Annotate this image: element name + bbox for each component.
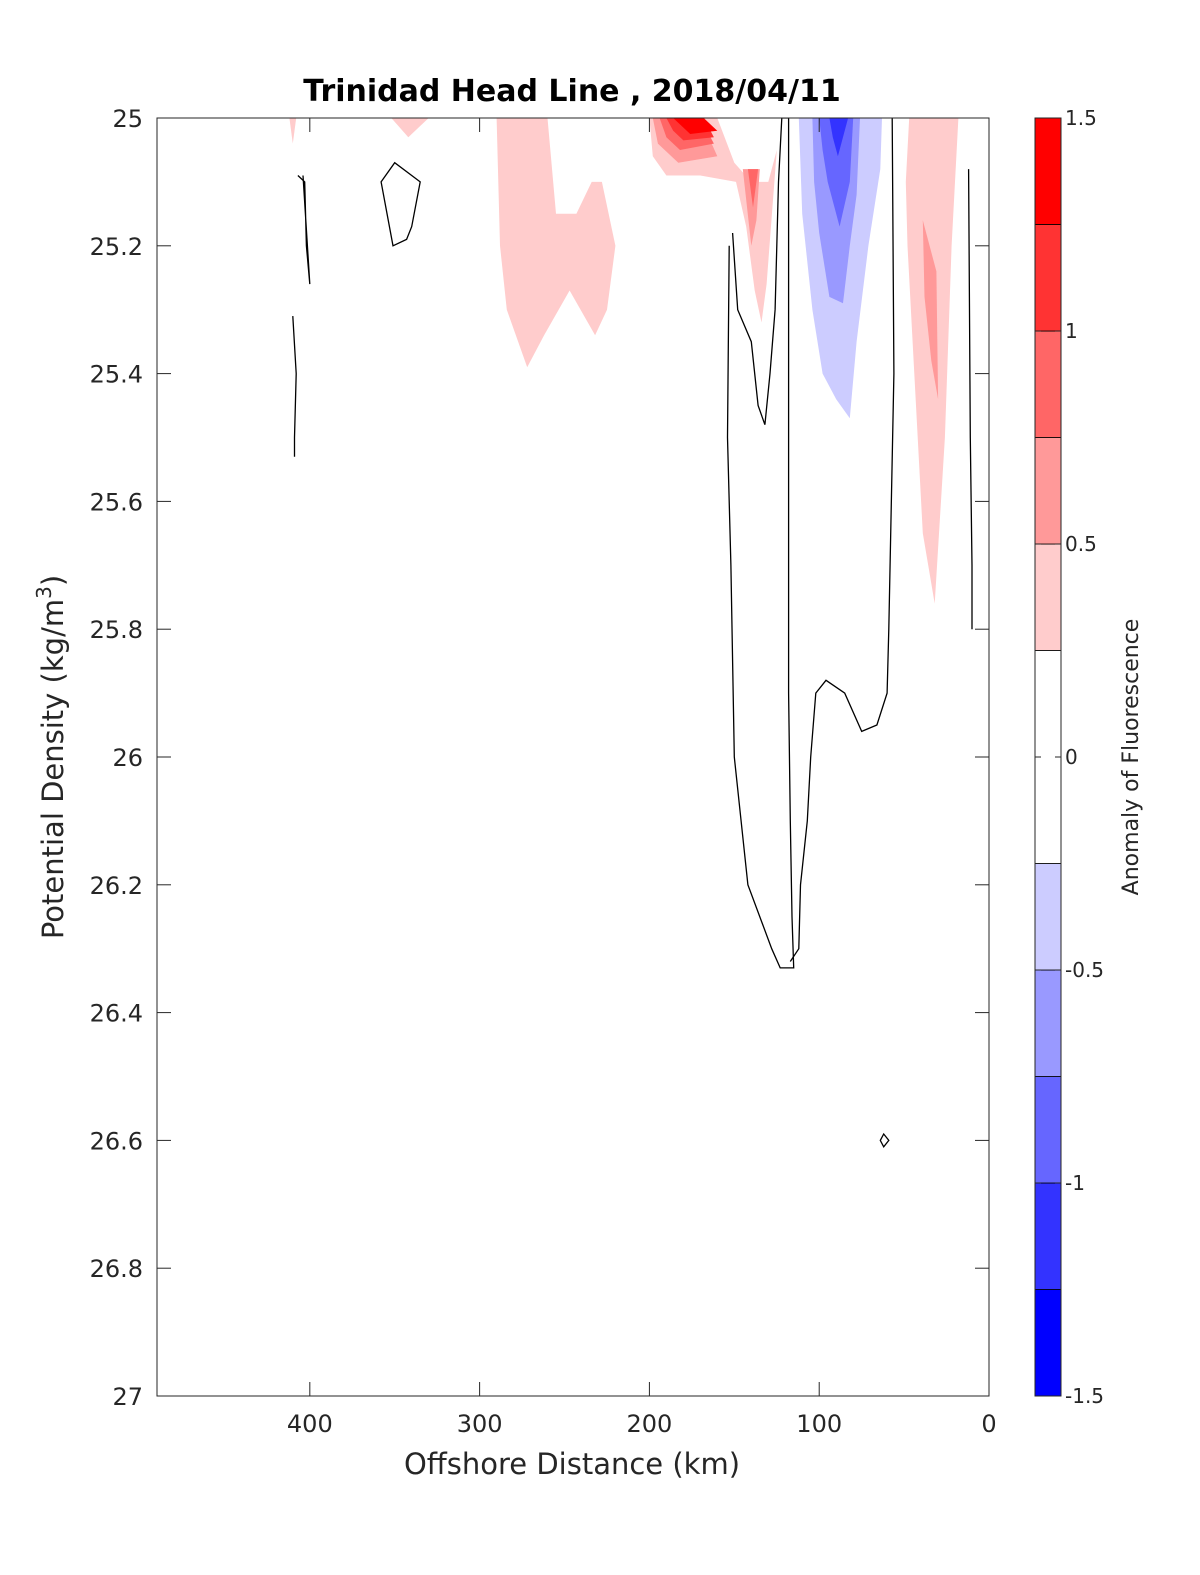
colorbar-band: [1034, 224, 1062, 332]
zero-contour-line-4: [789, 118, 895, 962]
y-tick-label: 25.2: [90, 233, 143, 261]
colorbar-band: [1034, 543, 1062, 651]
filled-contour-layer: [289, 118, 959, 604]
colorbar-band: [1034, 437, 1062, 545]
filled-region-2: [496, 118, 616, 368]
y-tick-label: 26.6: [90, 1127, 143, 1155]
filled-region-9: [747, 169, 759, 208]
colorbar-tick-label: 0.5: [1065, 532, 1097, 556]
colorbar-bands: [1034, 117, 1062, 1397]
zero-contour-line-0: [297, 175, 311, 285]
plot-frame: [156, 117, 990, 1397]
colorbar-tick-label: 1.5: [1065, 106, 1097, 130]
x-axis: 400 300 200 100 0: [287, 118, 997, 1438]
y-tick-label: 25: [112, 105, 143, 133]
colorbar-tick-label: 0: [1065, 745, 1078, 769]
x-tick-label: 100: [796, 1410, 842, 1438]
colorbar: 1.5 1 0.5 0 -0.5 -1 -1.5 Anomaly of Fluorescen…: [1034, 106, 1144, 1408]
colorbar-tick-label: -1: [1065, 1171, 1085, 1195]
y-axis-label-superscript: 3: [32, 586, 56, 599]
colorbar-tick-label: -1.5: [1065, 1384, 1104, 1408]
zero-contour-line-2: [380, 161, 421, 247]
y-tick-label: 25.6: [90, 488, 143, 516]
colorbar-tick-label: -0.5: [1065, 958, 1104, 982]
colorbar-band: [1034, 117, 1062, 225]
colorbar-band: [1034, 969, 1062, 1077]
colorbar-band: [1034, 1289, 1062, 1397]
colorbar-tick-label: 1: [1065, 319, 1078, 343]
filled-region-1: [391, 118, 429, 138]
filled-region-11: [922, 220, 939, 400]
x-tick-label: 0: [981, 1410, 996, 1438]
filled-region-7: [673, 118, 718, 134]
plot-area: [156, 117, 990, 1397]
zero-contour-line-1: [292, 316, 297, 457]
y-axis-label-main: Potential Density (kg/m: [36, 599, 70, 939]
filled-region-3: [649, 118, 777, 323]
filled-region-14: [819, 118, 854, 227]
x-tick-label: 300: [457, 1410, 503, 1438]
x-axis-label: Offshore Distance (km): [404, 1447, 740, 1481]
colorbar-band: [1034, 863, 1062, 971]
y-tick-label: 25.4: [90, 361, 143, 389]
zero-contour-line-3: [726, 118, 795, 969]
y-axis: 25 25.2 25.4 25.6 25.8 26 26.2 26.4 26.6 26.8 27: [90, 105, 989, 1411]
chart-title: Trinidad Head Line , 2018/04/11: [303, 74, 840, 109]
colorbar-band: [1034, 1182, 1062, 1290]
y-tick-label: 26: [112, 744, 143, 772]
y-tick-label: 27: [112, 1383, 143, 1411]
y-axis-label: Potential Density (kg/m3): [32, 575, 70, 939]
y-axis-label-suffix: ): [36, 575, 70, 586]
zero-contour-line-6: [879, 1132, 890, 1148]
zero-contour-line-5: [967, 169, 973, 630]
zero-contour-layer: [292, 118, 973, 1148]
filled-region-0: [289, 118, 297, 144]
y-tick-label: 26.2: [90, 872, 143, 900]
x-tick-label: 200: [627, 1410, 673, 1438]
y-tick-label: 26.8: [90, 1255, 143, 1283]
colorbar-band: [1034, 1076, 1062, 1184]
colorbar-label: Anomaly of Fluorescence: [1119, 619, 1144, 896]
x-tick-label: 400: [287, 1410, 333, 1438]
y-tick-label: 25.8: [90, 616, 143, 644]
colorbar-ticks: 1.5 1 0.5 0 -0.5 -1 -1.5: [1035, 106, 1104, 1408]
y-tick-label: 26.4: [90, 1000, 143, 1028]
filled-region-15: [829, 118, 849, 157]
colorbar-band: [1034, 330, 1062, 438]
